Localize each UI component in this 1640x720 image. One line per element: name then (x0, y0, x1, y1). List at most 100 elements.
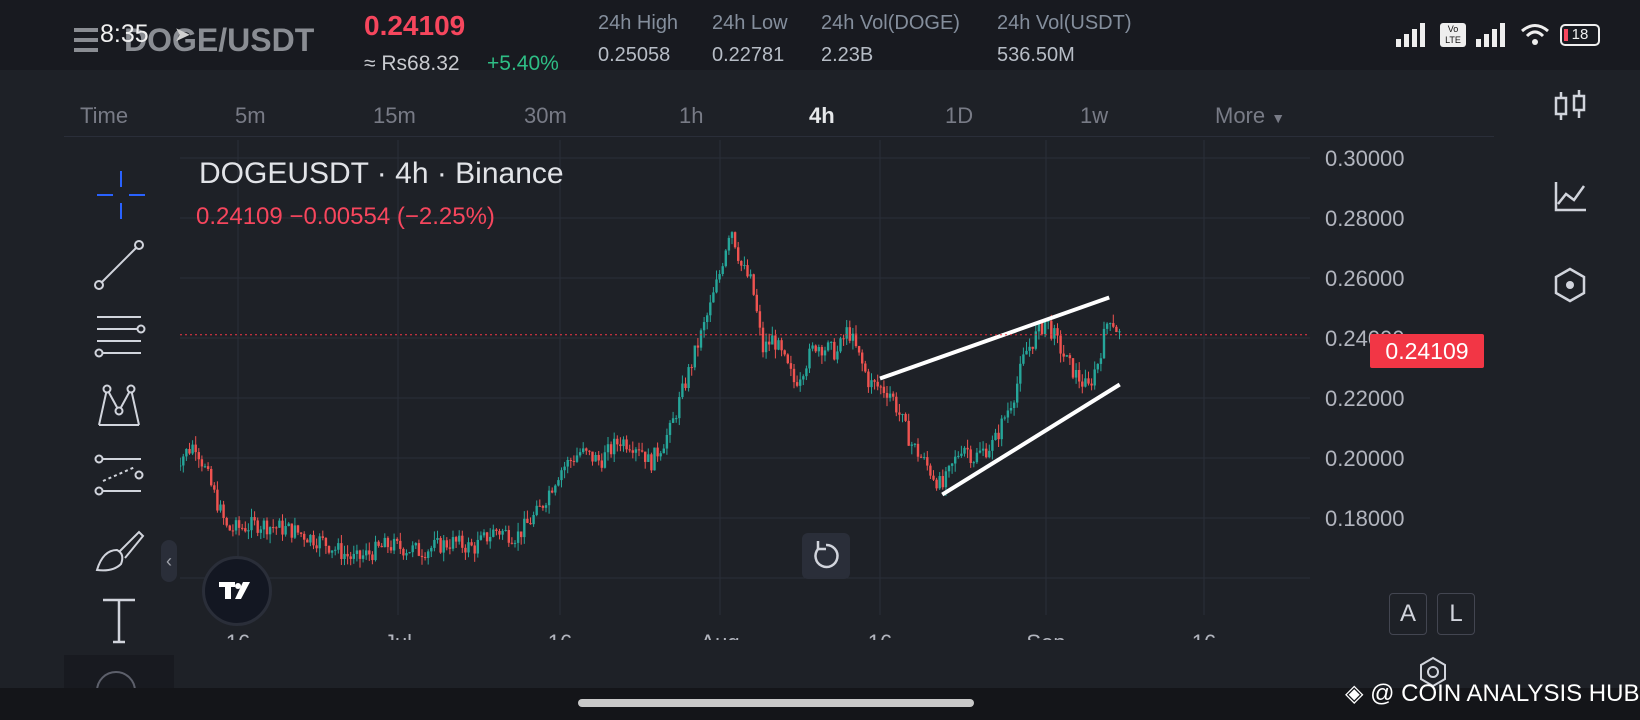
candle-body (1025, 350, 1028, 355)
candle-body (1012, 402, 1016, 409)
candle-body (653, 447, 656, 471)
candle-body (293, 525, 297, 538)
tab-4h[interactable]: 4h (809, 103, 835, 128)
tab-5m[interactable]: 5m (235, 103, 266, 128)
candle-body (1081, 381, 1084, 387)
candles-icon[interactable] (1550, 86, 1590, 126)
reset-chart-button[interactable] (802, 533, 850, 579)
templates-icon[interactable] (1550, 265, 1590, 305)
navigation-arrow-icon: ➤ (174, 24, 191, 46)
brush-icon[interactable] (89, 520, 149, 580)
tab-more-label: More (1215, 103, 1266, 128)
candle-body (1071, 358, 1075, 378)
candle-body (275, 527, 278, 529)
candle-body (296, 525, 300, 533)
candle-body (861, 352, 864, 364)
trendline-icon[interactable] (89, 235, 149, 295)
candle-body (792, 368, 796, 383)
candle-body (864, 363, 867, 372)
candle-body (935, 479, 938, 489)
candle-body (684, 383, 687, 389)
tab-time[interactable]: Time (80, 103, 129, 128)
indicators-icon[interactable] (1550, 176, 1590, 216)
tab-1w[interactable]: 1w (1080, 103, 1109, 128)
auto-scale-button[interactable]: A (1389, 593, 1427, 635)
candle-body (588, 450, 591, 452)
candle-body (309, 534, 312, 543)
candle-body (833, 341, 836, 360)
candle-body (960, 453, 963, 456)
x-tick-label: 16 (1192, 630, 1216, 640)
candle-body (343, 553, 346, 559)
candle-body (352, 553, 355, 559)
wifi-icon (1521, 24, 1549, 45)
candle-body (972, 462, 975, 464)
crosshair-icon[interactable] (89, 165, 149, 225)
candle-body (303, 533, 306, 540)
volte-icon: Vo LTE (1440, 23, 1466, 47)
candle-body (374, 541, 377, 561)
candle-body (529, 522, 532, 525)
chart-area[interactable]: 0.30000 0.28000 0.26000 0.24000 0.22000 0.200… (180, 140, 1500, 640)
tab-30m[interactable]: 30m (524, 103, 567, 128)
price-chart[interactable]: 0.300000.280000.260000.240000.220000.200… (180, 140, 1500, 640)
candle-body (808, 348, 811, 369)
candle-body (795, 382, 799, 386)
candle-body (383, 537, 386, 548)
candle-body (1000, 418, 1003, 440)
candle-body (569, 459, 572, 461)
stat-label-24h-high: 24h High (598, 12, 679, 34)
status-time: 8:35 (100, 20, 149, 48)
candle-body (200, 459, 204, 467)
battery-icon: 18 (1560, 24, 1600, 46)
candle-body (318, 536, 321, 549)
candle-body (963, 447, 966, 454)
candle-body (315, 545, 318, 549)
home-indicator[interactable] (578, 699, 974, 707)
candle-body (408, 552, 411, 554)
watermark-text: @ COIN ANALYSIS HUB (1370, 680, 1640, 707)
change-percent: +5.40% (487, 52, 559, 75)
candle-body (197, 452, 200, 460)
log-scale-button[interactable]: L (1437, 593, 1475, 635)
candle-body (467, 542, 470, 553)
chart-settings-icon[interactable] (1416, 655, 1450, 689)
candle-body (535, 505, 538, 515)
candle-body (721, 266, 724, 274)
candle-body (771, 335, 774, 345)
candle-body (647, 454, 650, 462)
candle-body (892, 393, 895, 397)
candle-body (371, 554, 374, 561)
candle-body (981, 448, 985, 451)
pair-title[interactable]: DOGE/USDT (124, 22, 315, 58)
candle-body (188, 448, 191, 454)
tab-15m[interactable]: 15m (373, 103, 416, 128)
y-tick-label: 0.20000 (1325, 446, 1405, 471)
candle-body (851, 333, 855, 341)
text-icon[interactable] (89, 590, 149, 650)
tab-more[interactable]: More ▼ (1215, 103, 1285, 129)
candle-body (439, 538, 442, 553)
menu-icon[interactable] (74, 26, 108, 54)
stat-value-24h-high: 0.25058 (598, 44, 671, 66)
candle-body (901, 414, 904, 416)
candle-body (1068, 355, 1072, 359)
pattern-icon[interactable] (89, 375, 149, 435)
candle-body (1096, 363, 1099, 370)
signal-icon (1396, 23, 1425, 47)
candle-body (640, 450, 644, 452)
candle-body (1115, 326, 1118, 333)
candle-body (1084, 378, 1087, 387)
candle-body (244, 528, 247, 532)
fib-retracement-icon[interactable] (89, 305, 149, 365)
candle-body (820, 347, 824, 356)
candle-body (575, 455, 579, 462)
candle-body (724, 250, 727, 267)
candle-body (637, 449, 641, 451)
tab-1d[interactable]: 1D (945, 103, 974, 128)
candle-body (966, 447, 969, 450)
collapse-toolbar-button[interactable]: ‹ (161, 540, 177, 582)
tab-1h[interactable]: 1h (679, 103, 704, 128)
prediction-icon[interactable] (89, 445, 149, 505)
candle-body (1062, 353, 1065, 357)
